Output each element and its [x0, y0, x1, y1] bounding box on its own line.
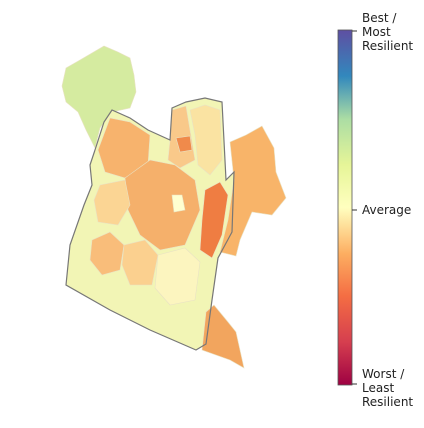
region	[121, 239, 159, 286]
colorbar: Best / Most Resilient Average Worst / Le…	[337, 11, 413, 409]
label-line: Resilient	[362, 395, 413, 409]
region	[175, 135, 193, 153]
region	[89, 231, 125, 276]
colorbar-label-bottom: Worst / Least Resilient	[362, 367, 413, 409]
region	[93, 179, 131, 226]
label-line: Most	[362, 25, 391, 39]
region	[97, 117, 151, 179]
label-line: Least	[362, 381, 394, 395]
region	[124, 159, 201, 251]
label-line: Worst /	[362, 367, 405, 381]
region	[189, 104, 223, 176]
colorbar-label-middle: Average	[362, 203, 411, 217]
colorbar-label-top: Best / Most Resilient	[362, 11, 413, 53]
region	[219, 125, 287, 257]
region	[201, 304, 245, 369]
region	[171, 194, 186, 213]
colorbar-gradient	[337, 29, 353, 386]
border	[65, 97, 235, 351]
label-line: Resilient	[362, 39, 413, 53]
map	[61, 45, 287, 369]
region	[199, 181, 229, 259]
label-line: Average	[362, 203, 411, 217]
region	[154, 247, 201, 306]
label-line: Best /	[362, 11, 397, 25]
region	[61, 45, 137, 149]
